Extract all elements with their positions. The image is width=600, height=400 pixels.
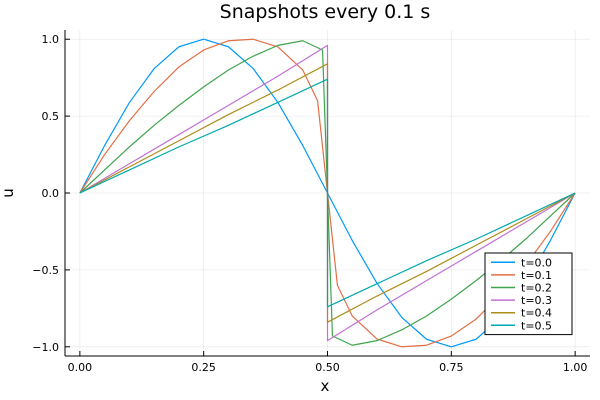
legend-entry: t=0.2 bbox=[521, 282, 552, 295]
x-tick-label: 0.25 bbox=[191, 361, 216, 374]
x-tick-label: 0.50 bbox=[315, 361, 340, 374]
y-tick-label: −1.0 bbox=[32, 341, 59, 354]
y-tick-label: 0.5 bbox=[42, 110, 60, 123]
legend-box bbox=[484, 252, 573, 336]
legend-entry: t=0.0 bbox=[521, 256, 552, 269]
legend-entry: t=0.4 bbox=[521, 307, 552, 320]
y-axis-label: u bbox=[0, 188, 17, 198]
legend: t=0.0t=0.1t=0.2t=0.3t=0.4t=0.5 bbox=[484, 252, 573, 336]
y-tick-label: 1.0 bbox=[42, 33, 60, 46]
y-tick-label: 0.0 bbox=[42, 187, 60, 200]
x-tick-label: 0.75 bbox=[439, 361, 464, 374]
x-tick-label: 1.00 bbox=[563, 361, 588, 374]
x-tick-label: 0.00 bbox=[68, 361, 93, 374]
series-line-t=0.5 bbox=[79, 78, 576, 308]
y-tick-label: −0.5 bbox=[32, 264, 59, 277]
legend-entry: t=0.1 bbox=[521, 269, 552, 282]
chart-title: Snapshots every 0.1 s bbox=[220, 1, 431, 23]
tick-labels: 0.00 0.25 0.50 0.75 1.00 −1.0 −0.5 0.0 0.5 1.0 bbox=[32, 33, 587, 374]
axes bbox=[64, 30, 590, 357]
legend-entry: t=0.3 bbox=[521, 294, 552, 307]
legend-entry: t=0.5 bbox=[521, 319, 552, 332]
x-axis-label: x bbox=[321, 377, 330, 395]
